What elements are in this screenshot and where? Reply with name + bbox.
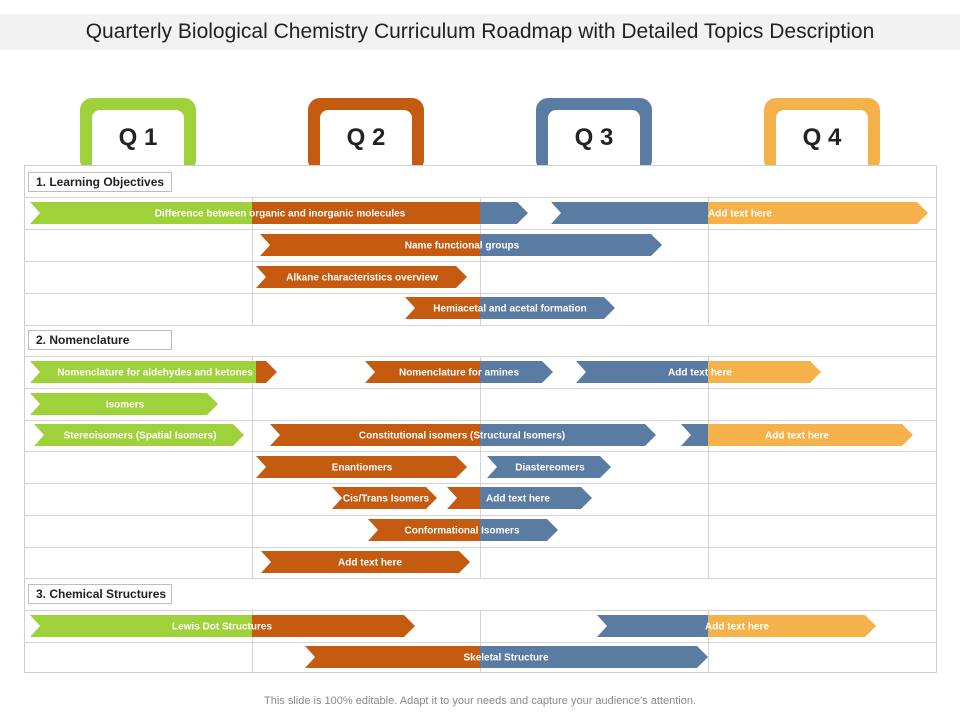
- quarter-divider: [252, 356, 253, 578]
- bar-label: Nomenclature for amines: [399, 368, 519, 379]
- section-nomenclature: 2. Nomenclature: [28, 330, 172, 350]
- bar-segment-blue: [480, 202, 528, 224]
- roadmap-bar: Diastereomers: [487, 456, 611, 478]
- row-divider: [24, 578, 937, 579]
- title-bar: [0, 14, 960, 50]
- bar-segment-orange: [405, 297, 480, 319]
- bar-segment-orange: [261, 551, 470, 573]
- roadmap-bar: Add text here: [261, 551, 470, 573]
- roadmap-bar: Add text here: [681, 424, 913, 446]
- bar-segment-blue: [480, 519, 558, 541]
- quarter-divider: [480, 356, 481, 578]
- row-divider: [24, 325, 937, 326]
- bar-segment-orange: [256, 456, 467, 478]
- quarter-divider: [252, 610, 253, 673]
- bar-segment-green: [30, 393, 218, 415]
- bar-segment-blue: [480, 361, 553, 383]
- roadmap-bar: Conformational Isomers: [368, 519, 558, 541]
- roadmap-bar: Nomenclature for aldehydes and ketones: [30, 361, 277, 383]
- roadmap-bar: Add text here: [597, 615, 876, 637]
- bar-segment-green: [30, 615, 252, 637]
- roadmap-bar: Lewis Dot Structures: [30, 615, 415, 637]
- bar-label: Add text here: [765, 431, 829, 442]
- bar-segment-blue: [480, 297, 615, 319]
- quarter-divider: [252, 197, 253, 325]
- bar-segment-blue: [597, 615, 708, 637]
- bar-label: Stereoisomers (Spatial Isomers): [64, 431, 217, 442]
- bar-segment-orange: [447, 487, 480, 509]
- bar-label: Name functional groups: [405, 241, 520, 252]
- quarter-divider: [708, 356, 709, 578]
- bar-label: Lewis Dot Structures: [172, 622, 272, 633]
- bar-label: Diastereomers: [515, 463, 585, 474]
- bar-segment-yellow: [708, 615, 876, 637]
- bar-segment-orange: [252, 202, 480, 224]
- bar-segment-blue: [480, 487, 592, 509]
- roadmap-bar: Hemiacetal and acetal formation: [405, 297, 615, 319]
- bar-segment-orange: [256, 361, 277, 383]
- bar-segment-green: [30, 202, 252, 224]
- bar-segment-orange: [368, 519, 480, 541]
- roadmap-bar: Add text here: [551, 202, 928, 224]
- bar-segment-orange: [256, 266, 467, 288]
- bar-label: Isomers: [106, 400, 145, 411]
- roadmap-bar: Isomers: [30, 393, 218, 415]
- bar-segment-orange: [365, 361, 480, 383]
- bar-segment-blue: [480, 646, 708, 668]
- bar-label: Constitutional isomers (Structural Isome…: [359, 431, 565, 442]
- footer-note: This slide is 100% editable. Adapt it to…: [264, 695, 696, 707]
- quarter-divider: [708, 197, 709, 325]
- quarter-divider: [480, 610, 481, 673]
- bar-segment-blue: [487, 456, 611, 478]
- quarter-divider: [480, 197, 481, 325]
- roadmap-bar: Name functional groups: [260, 234, 662, 256]
- roadmap-bar: Constitutional isomers (Structural Isome…: [270, 424, 656, 446]
- bar-segment-blue: [480, 424, 656, 446]
- section-chemical-structures: 3. Chemical Structures: [28, 584, 172, 604]
- bar-segment-orange: [270, 424, 480, 446]
- bar-label: Cis/Trans Isomers: [343, 494, 430, 505]
- bar-segment-blue: [480, 234, 662, 256]
- roadmap-bar: Skeletal Structure: [305, 646, 708, 668]
- bar-label: Alkane characteristics overview: [286, 273, 438, 284]
- bar-segment-blue: [576, 361, 708, 383]
- roadmap-bar: Nomenclature for amines: [365, 361, 553, 383]
- bar-segment-yellow: [708, 424, 913, 446]
- bar-label: Add text here: [668, 368, 732, 379]
- section-learning-objectives: 1. Learning Objectives: [28, 172, 172, 192]
- roadmap-bar: Cis/Trans Isomers: [332, 487, 437, 509]
- bar-segment-orange: [332, 487, 437, 509]
- bar-label: Difference between organic and inorganic…: [155, 209, 406, 220]
- quarter-divider: [708, 610, 709, 673]
- bar-segment-green: [34, 424, 244, 446]
- bar-label: Add text here: [708, 209, 772, 220]
- bar-label: Nomenclature for aldehydes and ketones: [57, 368, 253, 379]
- roadmap-bar: Alkane characteristics overview: [256, 266, 467, 288]
- bar-label: Skeletal Structure: [463, 653, 548, 664]
- bar-label: Conformational Isomers: [404, 526, 519, 537]
- bar-segment-green: [30, 361, 256, 383]
- page-title: Quarterly Biological Chemistry Curriculu…: [85, 20, 875, 43]
- roadmap-bar: Add text here: [447, 487, 592, 509]
- roadmap-bar: Add text here: [576, 361, 821, 383]
- roadmap-bar: Enantiomers: [256, 456, 467, 478]
- bar-segment-orange: [252, 615, 415, 637]
- roadmap-bar: Difference between organic and inorganic…: [30, 202, 528, 224]
- bar-label: Add text here: [338, 558, 402, 569]
- bar-segment-orange: [305, 646, 480, 668]
- bar-segment-blue: [551, 202, 708, 224]
- bar-label: Hemiacetal and acetal formation: [433, 304, 586, 315]
- bar-label: Enantiomers: [332, 463, 393, 474]
- bar-label: Add text here: [705, 622, 769, 633]
- bar-segment-yellow: [708, 202, 928, 224]
- roadmap-bar: Stereoisomers (Spatial Isomers): [34, 424, 244, 446]
- bar-segment-yellow: [708, 361, 821, 383]
- bar-label: Add text here: [486, 494, 550, 505]
- bar-segment-blue: [681, 424, 708, 446]
- bar-segment-orange: [260, 234, 480, 256]
